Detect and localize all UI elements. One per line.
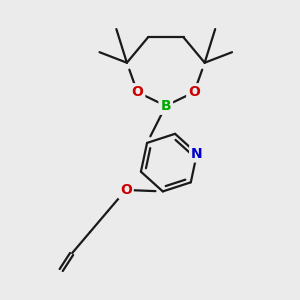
Text: N: N xyxy=(191,146,203,161)
Text: O: O xyxy=(120,183,132,197)
Text: O: O xyxy=(131,85,143,99)
Text: O: O xyxy=(188,85,200,99)
Text: B: B xyxy=(160,99,171,113)
